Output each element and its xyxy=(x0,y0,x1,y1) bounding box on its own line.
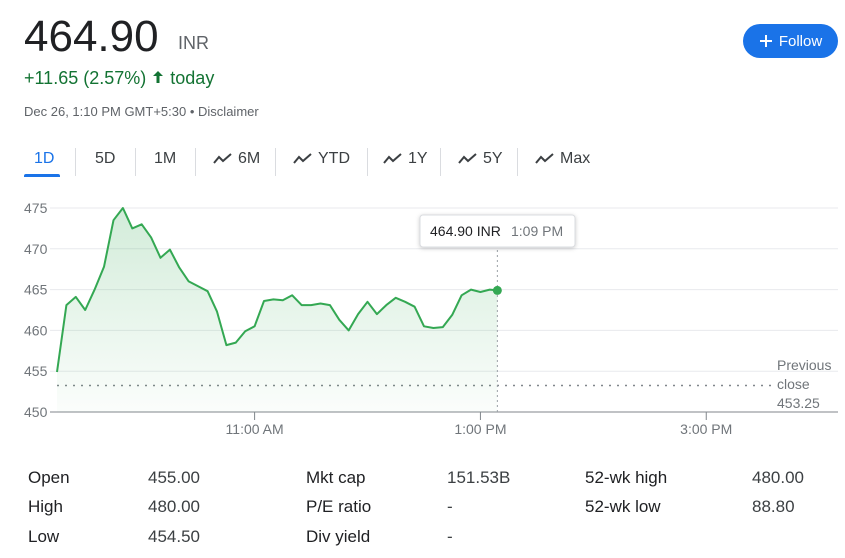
stat-value: - xyxy=(447,527,453,546)
stat-value: 454.50 xyxy=(148,527,200,546)
trend-icon xyxy=(213,153,232,164)
stat-label: High xyxy=(28,497,63,516)
previous-close-word: close xyxy=(777,376,810,392)
price: 464.90 xyxy=(24,12,159,61)
tab-separator xyxy=(275,148,276,176)
timestamp: Dec 26, 1:10 PM GMT+5:30 xyxy=(24,104,187,119)
tab-label: 5D xyxy=(95,150,116,167)
follow-label: Follow xyxy=(778,32,823,50)
x-tick-label: 3:00 PM xyxy=(680,421,732,437)
tab[interactable]: YTD xyxy=(293,150,350,168)
change: +11.65 (2.57%) today xyxy=(24,68,214,89)
tab-label: 5Y xyxy=(483,150,503,167)
stat-label: 52-wk high xyxy=(585,468,668,487)
price-line xyxy=(56,207,498,373)
previous-close-word: Previous xyxy=(777,357,831,373)
tab[interactable]: Max xyxy=(535,150,590,168)
tab[interactable]: 1M xyxy=(154,150,176,168)
stat-label: P/E ratio xyxy=(306,497,372,516)
trend-icon xyxy=(535,153,554,164)
stat-value: 480.00 xyxy=(148,497,200,516)
tab[interactable]: 5D xyxy=(95,150,115,168)
trend-icon xyxy=(383,153,402,164)
tab-label: 1M xyxy=(154,150,177,167)
stat-label: Mkt cap xyxy=(306,468,366,487)
stat-value: - xyxy=(447,497,453,516)
stat-label: Open xyxy=(28,468,70,487)
stat-value: 480.00 xyxy=(752,468,804,487)
tab-underline xyxy=(24,174,60,177)
x-tick-label: 1:00 PM xyxy=(454,421,506,437)
disclaimer[interactable]: Disclaimer xyxy=(198,104,259,119)
tab-separator xyxy=(367,148,368,176)
change-period: today xyxy=(170,68,215,88)
up-arrow xyxy=(153,71,164,83)
y-tick-label: 475 xyxy=(24,200,48,216)
tooltip-box xyxy=(419,214,576,248)
last-point xyxy=(492,285,502,295)
trend-icon xyxy=(458,153,477,164)
stat-value: 88.80 xyxy=(752,497,795,516)
tab[interactable]: 1D xyxy=(34,150,54,168)
stat-value: 455.00 xyxy=(148,468,200,487)
y-tick-label: 465 xyxy=(24,282,48,298)
stat-value: 151.53B xyxy=(447,468,511,487)
tab-label: 1D xyxy=(34,150,55,167)
tab-separator xyxy=(195,148,196,176)
tab-label: 1Y xyxy=(408,150,428,167)
tooltip-time: 1:09 PM xyxy=(511,223,563,239)
tab[interactable]: 6M xyxy=(213,150,260,168)
stat-label: Low xyxy=(28,527,60,546)
y-tick-label: 460 xyxy=(24,322,48,338)
stat-label: 52-wk low xyxy=(585,497,661,516)
tab-label: 6M xyxy=(238,150,261,167)
area xyxy=(57,208,498,412)
y-tick-label: 470 xyxy=(24,241,48,257)
previous-close-label: Previous close xyxy=(777,357,831,392)
y-tick-label: 450 xyxy=(24,404,48,420)
follow-button[interactable]: Follow xyxy=(743,24,838,58)
tab-label: YTD xyxy=(318,150,350,167)
x-tick-label: 11:00 AM xyxy=(226,421,284,437)
plus-icon xyxy=(759,35,772,47)
stat-label: Div yield xyxy=(306,527,371,546)
y-tick-label: 455 xyxy=(24,363,48,379)
tooltip-value: 464.90 INR xyxy=(430,223,501,239)
tab-separator xyxy=(135,148,136,176)
tab-separator xyxy=(75,148,76,176)
change-value: +11.65 (2.57%) xyxy=(24,68,147,88)
tab[interactable]: 1Y xyxy=(383,150,428,168)
tab-separator xyxy=(440,148,441,176)
tab-label: Max xyxy=(560,150,591,167)
tab[interactable]: 5Y xyxy=(458,150,503,168)
previous-close-value: 453.25 xyxy=(777,395,820,411)
separator: • xyxy=(189,104,195,119)
timestamp-line: Dec 26, 1:10 PM GMT+5:30 • Disclaimer xyxy=(24,104,259,119)
currency: INR xyxy=(178,33,209,53)
trend-icon xyxy=(293,153,312,164)
tab-separator xyxy=(517,148,518,176)
